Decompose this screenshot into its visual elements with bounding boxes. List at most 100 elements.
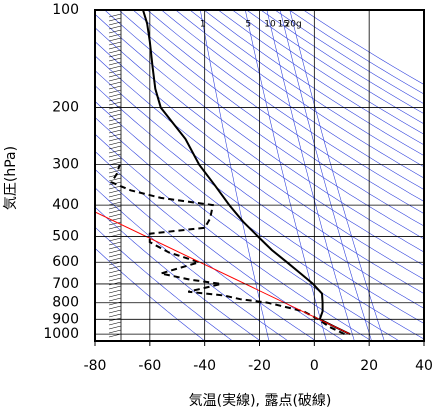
wind-barb — [108, 121, 122, 126]
y-tick-label: 100 — [52, 2, 79, 18]
wind-barb — [108, 217, 122, 222]
x-tick-label: 0 — [310, 358, 319, 374]
profile-line — [110, 164, 345, 336]
wind-barb — [108, 113, 122, 118]
wind-barb — [108, 269, 122, 274]
wind-barb — [108, 17, 122, 22]
dry-adiabat — [175, 10, 424, 179]
wind-barb — [108, 49, 122, 54]
mixing-ratio-label: 5 — [245, 20, 251, 30]
wind-barb — [108, 73, 122, 78]
wind-barb — [108, 289, 122, 294]
y-tick-label: 800 — [52, 295, 79, 311]
dry-adiabat — [95, 187, 289, 341]
wind-barb — [108, 285, 122, 290]
wind-barb — [108, 57, 122, 62]
plot-background — [95, 10, 424, 341]
dry-adiabat — [95, 41, 424, 280]
dry-adiabat — [95, 168, 317, 341]
dry-adiabat — [104, 10, 424, 240]
wind-barb — [108, 309, 122, 314]
wind-barb — [108, 93, 122, 98]
wind-barb — [108, 81, 122, 86]
wind-barb — [108, 185, 122, 190]
mixing-ratio-line — [200, 10, 270, 341]
wind-barb — [108, 193, 122, 198]
mixing-ratio-line — [266, 10, 355, 341]
dry-adiabat — [274, 10, 424, 105]
wind-barb — [108, 281, 122, 286]
y-tick-label: 600 — [52, 254, 79, 270]
dry-adiabat — [95, 27, 424, 266]
dry-adiabat — [218, 10, 424, 146]
wind-barb — [108, 53, 122, 58]
wind-barb — [108, 197, 122, 202]
wind-barb — [108, 265, 122, 270]
wind-barb — [108, 257, 122, 262]
dry-adiabat — [95, 150, 345, 341]
wind-barb — [108, 245, 122, 250]
wind-barb — [108, 97, 122, 102]
dry-adiabat — [95, 85, 424, 324]
wind-barb — [108, 241, 122, 246]
wind-barb — [108, 45, 122, 50]
wind-barb — [108, 221, 122, 226]
wind-barb — [108, 129, 122, 134]
wind-barb — [108, 61, 122, 66]
wind-barb — [108, 329, 122, 334]
dry-adiabat — [95, 133, 372, 341]
wind-barb — [108, 253, 122, 258]
y-tick-label: 500 — [52, 229, 79, 245]
wind-barb — [108, 305, 122, 310]
wind-barb — [108, 273, 122, 278]
wind-barb — [108, 37, 122, 42]
dry-adiabat — [147, 10, 424, 202]
mixing-ratio-line — [289, 10, 385, 341]
wind-barb — [108, 237, 122, 242]
dry-adiabat — [132, 10, 424, 214]
wind-barb — [108, 69, 122, 74]
dry-adiabat — [246, 10, 424, 125]
wind-barb — [108, 117, 122, 122]
wind-barb — [108, 33, 122, 38]
wind-barb — [108, 277, 122, 282]
wind-barb — [108, 201, 122, 206]
wind-barb — [108, 133, 122, 138]
y-tick-label: 200 — [52, 100, 79, 116]
wind-barb — [108, 225, 122, 230]
wind-barb — [108, 141, 122, 146]
dry-adiabat — [95, 13, 424, 253]
wind-barb — [108, 109, 122, 114]
dry-adiabat — [95, 55, 424, 294]
x-tick-label: -20 — [248, 358, 271, 374]
wind-barb — [108, 209, 122, 214]
dry-adiabat — [95, 70, 424, 309]
dry-adiabat — [95, 206, 261, 341]
mixing-ratio-label: 1 — [200, 20, 206, 30]
dry-adiabat — [289, 10, 424, 95]
x-tick-label: -60 — [138, 358, 161, 374]
wind-barb — [108, 293, 122, 298]
dry-adiabat — [189, 10, 424, 168]
y-tick-label: 300 — [52, 157, 79, 173]
wind-barb — [108, 313, 122, 318]
wind-barb — [108, 213, 122, 218]
wind-barb — [108, 145, 122, 150]
wind-barb — [108, 157, 122, 162]
wind-barb — [108, 21, 122, 26]
dry-adiabat — [95, 247, 206, 341]
dry-adiabat — [95, 226, 233, 341]
wind-barb — [108, 325, 122, 330]
dry-adiabat — [118, 10, 424, 227]
wind-barb — [108, 13, 122, 18]
wind-barb — [108, 89, 122, 94]
x-tick-label: 20 — [360, 358, 378, 374]
x-tick-label: -40 — [193, 358, 216, 374]
wind-barb — [108, 205, 122, 210]
wind-barb — [108, 125, 122, 130]
x-tick-label: -80 — [84, 358, 107, 374]
dry-adiabat — [95, 100, 424, 340]
wind-barb — [108, 321, 122, 326]
